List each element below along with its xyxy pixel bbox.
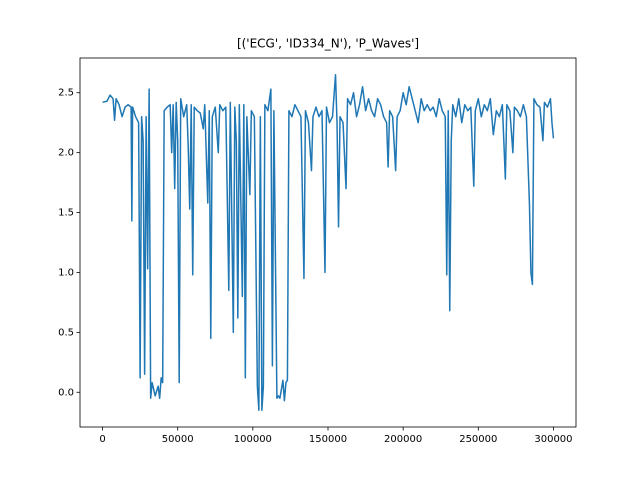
x-tick-label: 300000 bbox=[534, 434, 572, 445]
y-tick-label: 0.5 bbox=[58, 327, 74, 338]
y-tick-label: 1.0 bbox=[58, 267, 74, 278]
y-tick-label: 2.0 bbox=[58, 148, 74, 159]
x-tick-label: 50000 bbox=[162, 434, 194, 445]
x-tick-label: 150000 bbox=[309, 434, 347, 445]
line-series bbox=[102, 74, 555, 411]
x-tick-label: 200000 bbox=[384, 434, 422, 445]
y-tick-label: 0.0 bbox=[58, 387, 74, 398]
x-tick-label: 0 bbox=[99, 434, 105, 445]
y-tick-label: 1.5 bbox=[58, 208, 74, 219]
y-tick-label: 2.5 bbox=[58, 88, 74, 99]
x-tick-label: 100000 bbox=[234, 434, 272, 445]
x-tick-label: 250000 bbox=[459, 434, 497, 445]
chart-title: [('ECG', 'ID334_N'), 'P_Waves'] bbox=[237, 37, 419, 51]
